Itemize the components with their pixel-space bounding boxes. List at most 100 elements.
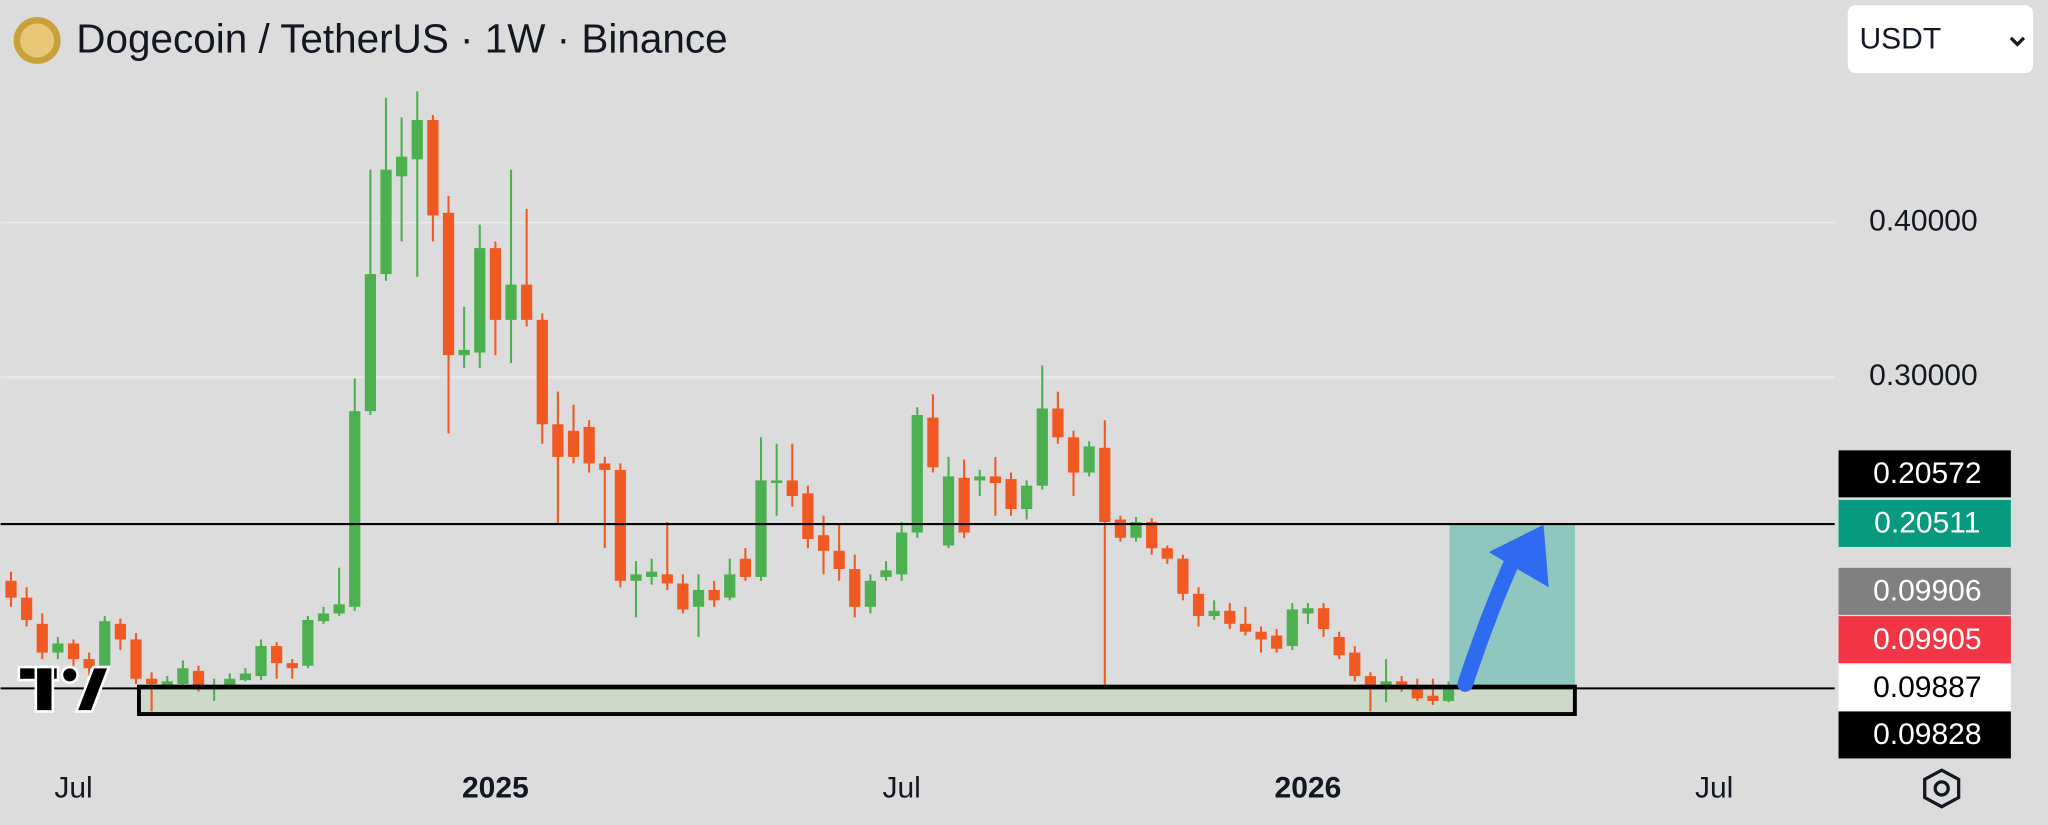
price-tag <box>1838 450 2011 498</box>
time-axis: Jul 2025 Jul 2026 Jul <box>54 772 1733 805</box>
candle-body <box>1286 609 1298 647</box>
dropdown-chevron[interactable] <box>2009 36 2026 47</box>
candle-body <box>1255 631 1267 640</box>
candle-body <box>1427 695 1439 702</box>
price-axis: 0.30000 0.40000 <box>1869 205 1977 393</box>
x-tick-label: Jul <box>54 772 92 805</box>
support-zone-fill <box>138 686 1575 715</box>
candles <box>5 91 1455 712</box>
candle-body <box>536 319 548 425</box>
candle-body <box>521 284 533 320</box>
candle-body <box>1130 522 1142 538</box>
candle-body <box>1333 636 1345 656</box>
candle-body <box>302 619 314 666</box>
candle-body <box>552 424 564 457</box>
price-tag <box>1838 664 2011 712</box>
candle-body <box>1177 558 1189 594</box>
candle-body <box>896 532 908 575</box>
candle-body <box>1224 610 1236 624</box>
candle-body <box>411 120 423 160</box>
candle-body <box>1146 522 1158 549</box>
candle-body <box>630 574 642 581</box>
candle-body <box>1161 548 1173 559</box>
candle-body <box>286 663 298 669</box>
candle-body <box>692 589 705 607</box>
candle-body <box>239 673 251 681</box>
candle-body <box>177 668 189 684</box>
candle-body <box>1302 608 1314 614</box>
candle-body <box>989 476 1002 484</box>
candle-body <box>67 643 80 660</box>
candle-body <box>224 678 236 686</box>
grid <box>0 221 1835 379</box>
candle-body <box>192 670 205 690</box>
candle-body <box>427 120 439 216</box>
price-tag-label: 0.09906 <box>1873 575 1981 608</box>
candle-body <box>1380 681 1392 688</box>
candle-body <box>614 469 627 581</box>
candle-body <box>708 589 720 601</box>
drawings-front <box>17 524 1577 717</box>
candle-body <box>1099 447 1111 523</box>
candle-body <box>5 580 17 598</box>
candle-body <box>755 480 767 577</box>
candle-body <box>458 349 470 356</box>
x-tick-label: 2025 <box>462 772 529 805</box>
candle-body <box>802 493 814 540</box>
candle-body <box>161 681 173 686</box>
candle-body <box>864 580 877 607</box>
candle-body <box>52 643 64 653</box>
candle-body <box>114 623 126 640</box>
x-tick-label: Jul <box>882 772 920 805</box>
x-tick-label: Jul <box>1695 772 1733 805</box>
candle-body <box>927 417 939 468</box>
settings-icon[interactable] <box>1923 768 1961 809</box>
candle-body <box>1021 485 1033 510</box>
candle-body <box>1192 593 1205 617</box>
candle-body <box>36 623 48 653</box>
coin-icon-inner <box>20 23 55 58</box>
candle-body <box>396 156 408 177</box>
candle-body <box>83 659 95 669</box>
candle-body <box>1083 446 1095 473</box>
candle-body <box>786 480 798 497</box>
candle-body <box>474 248 486 353</box>
arrow-head <box>1488 524 1549 588</box>
arrow-shaft <box>1457 553 1521 692</box>
candle-body <box>974 476 986 481</box>
candle-body <box>1052 408 1064 438</box>
currency-selector[interactable] <box>1847 5 2034 74</box>
price-tag <box>1838 567 2011 615</box>
price-tag-label: 0.09905 <box>1873 623 1981 656</box>
candle-body <box>724 574 736 598</box>
candle-body <box>817 535 830 551</box>
price-tag-label: 0.20511 <box>1874 507 1980 540</box>
candle-body <box>317 613 330 622</box>
x-tick-label: 2026 <box>1275 772 1342 805</box>
candle-body <box>1005 479 1017 510</box>
candle-body <box>1067 437 1080 473</box>
currency-selector-label[interactable]: USDT <box>1859 22 1941 55</box>
candle-body <box>1396 681 1408 688</box>
candle-body <box>583 426 595 464</box>
candle-body <box>442 212 455 356</box>
price-tag <box>1838 499 2011 547</box>
candle-body <box>146 678 158 684</box>
candle-body <box>364 274 377 412</box>
candle-body <box>958 477 970 533</box>
candle-body <box>1317 608 1330 630</box>
candle-body <box>880 570 892 577</box>
price-tag-label: 0.09887 <box>1873 671 1981 704</box>
candle-body <box>255 646 267 677</box>
candle-body <box>1271 635 1283 649</box>
candle-body <box>1411 689 1423 699</box>
candle-body <box>911 415 923 533</box>
price-tag-label: 0.09828 <box>1873 718 1981 751</box>
y-tick-label: 0.30000 <box>1869 359 1977 392</box>
support-zone-border <box>136 684 1577 717</box>
candle-body <box>599 463 611 470</box>
price-tag <box>1838 711 2011 759</box>
candle-body <box>1239 623 1252 632</box>
